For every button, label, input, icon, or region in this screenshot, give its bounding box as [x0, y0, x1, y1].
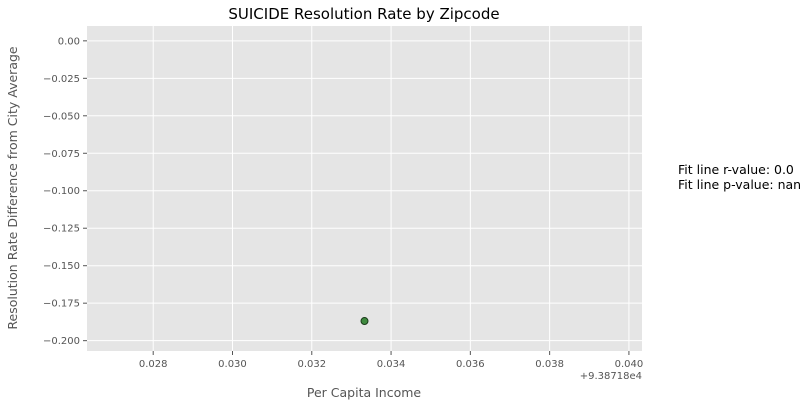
y-tick-label: −0.050: [43, 111, 80, 122]
x-axis-ticks: 0.028 0.030 0.032 0.034 0.036 0.038 0.040: [139, 351, 643, 370]
y-tick-label: 0.00: [58, 36, 80, 47]
x-tick-label: 0.030: [218, 359, 247, 370]
y-axis-ticks: 0.00 −0.025 −0.050 −0.075 −0.100 −0.125 −0.150…: [43, 36, 87, 347]
chart-title: SUICIDE Resolution Rate by Zipcode: [228, 5, 499, 23]
fit-p-value-annotation: Fit line p-value: nan: [678, 177, 802, 192]
x-tick-label: 0.032: [297, 359, 326, 370]
x-tick-label: 0.036: [456, 359, 485, 370]
x-tick-label: 0.028: [139, 359, 168, 370]
y-tick-label: −0.100: [43, 186, 80, 197]
x-tick-label: 0.040: [615, 359, 644, 370]
y-axis-label: Resolution Rate Difference from City Ave…: [5, 46, 20, 330]
x-axis-offset-label: +9.38718e4: [580, 371, 642, 382]
y-tick-label: −0.175: [43, 299, 80, 310]
data-point: [360, 317, 369, 326]
y-tick-label: −0.125: [43, 224, 80, 235]
data-points: [360, 317, 369, 326]
y-tick-label: −0.200: [43, 336, 80, 347]
y-tick-label: −0.075: [43, 149, 80, 160]
x-tick-label: 0.038: [535, 359, 564, 370]
x-axis-label: Per Capita Income: [307, 385, 422, 400]
grid-lines: [87, 26, 642, 351]
y-tick-label: −0.150: [43, 261, 80, 272]
fit-r-value-annotation: Fit line r-value: 0.0: [678, 162, 794, 177]
y-tick-label: −0.025: [43, 74, 80, 85]
plot-area: [87, 26, 642, 351]
x-tick-label: 0.034: [377, 359, 406, 370]
